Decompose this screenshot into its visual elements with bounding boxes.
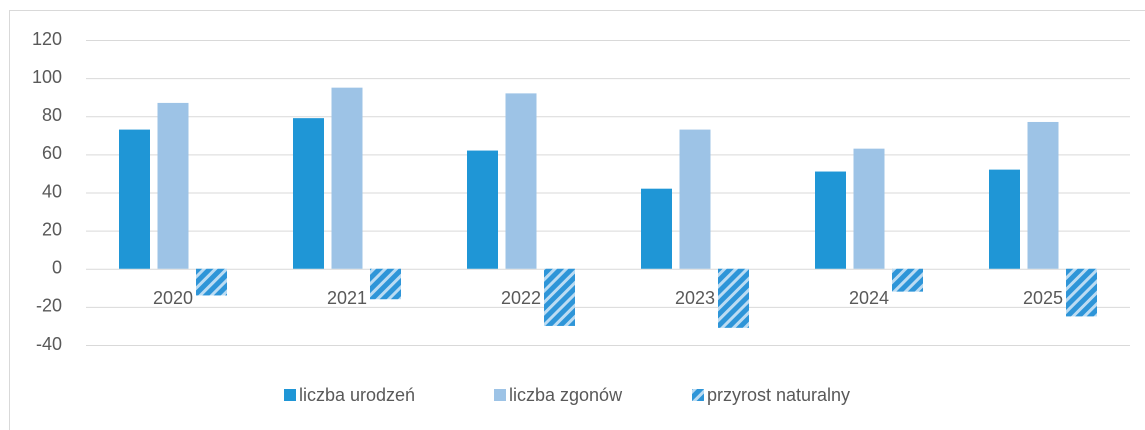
- x-tick-label: 2025: [1023, 288, 1063, 308]
- y-tick-label: 40: [42, 181, 62, 201]
- legend-swatch: [284, 389, 296, 401]
- bar: [1066, 268, 1097, 317]
- bar: [467, 150, 498, 269]
- y-tick-label: 80: [42, 105, 62, 125]
- bar: [505, 93, 537, 269]
- legend-label: przyrost naturalny: [707, 385, 850, 405]
- y-tick-label: 100: [32, 67, 62, 87]
- y-tick-label: 60: [42, 143, 62, 163]
- x-tick-label: 2020: [153, 288, 193, 308]
- legend-swatch: [692, 389, 704, 401]
- y-tick-label: 20: [42, 219, 62, 239]
- x-tick-label: 2023: [675, 288, 715, 308]
- x-tick-label: 2022: [501, 288, 541, 308]
- legend-swatch: [494, 389, 506, 401]
- y-tick-label: -40: [36, 334, 62, 354]
- bar: [544, 268, 575, 326]
- chart-frame: [9, 10, 1145, 430]
- x-tick-label: 2021: [327, 288, 367, 308]
- y-tick-label: 120: [32, 29, 62, 49]
- bar: [196, 268, 227, 296]
- legend-label: liczba zgonów: [509, 385, 623, 405]
- bar: [293, 118, 324, 269]
- bar: [1027, 121, 1059, 269]
- legend-label: liczba urodzeń: [299, 385, 415, 405]
- x-tick-label: 2024: [849, 288, 889, 308]
- bar: [892, 268, 923, 292]
- y-tick-label: -20: [36, 296, 62, 316]
- bar: [718, 268, 749, 328]
- bar: [641, 188, 672, 269]
- bar: [157, 102, 189, 269]
- bar: [331, 87, 363, 269]
- bar: [370, 268, 401, 300]
- y-tick-label: 0: [52, 258, 62, 278]
- bar: [853, 148, 885, 269]
- bar: [989, 169, 1020, 269]
- bar: [119, 129, 150, 269]
- bar: [815, 171, 846, 269]
- bar: [679, 129, 711, 269]
